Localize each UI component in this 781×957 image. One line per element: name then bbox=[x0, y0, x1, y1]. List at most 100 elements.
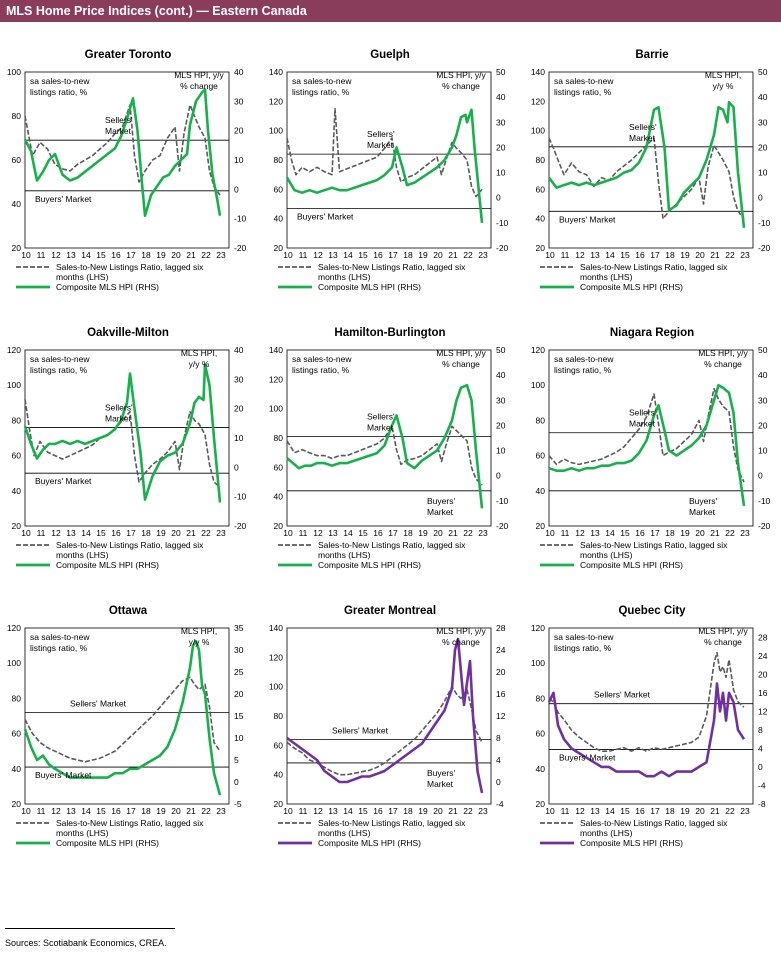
y-left-tick-label: 60 bbox=[274, 184, 284, 194]
y-right-tick-label: 28 bbox=[758, 632, 768, 642]
rhs-axis-note: y/y % bbox=[189, 637, 210, 647]
x-tick-label: 14 bbox=[343, 806, 353, 816]
sellers-market-label: Market bbox=[105, 126, 132, 136]
y-right-tick-label: 30 bbox=[234, 645, 244, 655]
sellers-market-label: Market bbox=[629, 133, 656, 143]
y-right-tick-label: 30 bbox=[234, 96, 244, 106]
x-tick-label: 22 bbox=[463, 528, 473, 538]
x-tick-label: 23 bbox=[740, 806, 750, 816]
chart-panel: Hamilton-Burlington 20 40 60 80 100 120 140 -20-… bbox=[262, 318, 518, 618]
series-line-hpi bbox=[548, 383, 746, 507]
chart-panel: Greater Toronto 20 40 60 80 100 -20 -10 0 10 20 30 4… bbox=[0, 40, 256, 340]
y-right-tick-label: 30 bbox=[758, 117, 768, 127]
sellers-market-label: Sellers' bbox=[367, 412, 395, 422]
y-left-tick-label: 40 bbox=[12, 764, 22, 774]
series-line-hpi bbox=[23, 639, 222, 796]
y-right-tick-label: 20 bbox=[234, 404, 244, 414]
y-right-tick-label: 16 bbox=[758, 688, 768, 698]
page-title: MLS Home Price Indices (cont.) — Eastern… bbox=[6, 4, 307, 18]
x-tick-label: 19 bbox=[418, 528, 428, 538]
x-tick-label: 16 bbox=[373, 250, 383, 260]
x-tick-label: 10 bbox=[545, 528, 555, 538]
x-tick-label: 11 bbox=[299, 528, 308, 538]
y-right-tick-label: -20 bbox=[758, 521, 771, 531]
y-right-tick-label: 4 bbox=[496, 755, 501, 765]
x-tick-label: 23 bbox=[740, 528, 750, 538]
y-left-tick-label: 60 bbox=[536, 451, 546, 461]
y-right-tick-label: 0 bbox=[758, 762, 763, 772]
y-right-tick-label: 30 bbox=[758, 395, 768, 405]
legend-label-sales-ratio-cont: months (LHS) bbox=[56, 550, 109, 560]
series-line-hpi bbox=[285, 108, 484, 224]
x-tick-label: 22 bbox=[201, 250, 211, 260]
x-tick-label: 12 bbox=[575, 806, 585, 816]
y-right-tick-label: 20 bbox=[496, 667, 506, 677]
chart-title: Guelph bbox=[370, 49, 410, 61]
y-right-tick-label: -10 bbox=[758, 496, 771, 506]
y-left-tick-label: 100 bbox=[269, 404, 283, 414]
x-tick-label: 12 bbox=[313, 528, 323, 538]
sellers-market-label: Market bbox=[105, 413, 132, 423]
x-tick-label: 21 bbox=[710, 250, 720, 260]
x-tick-label: 21 bbox=[186, 528, 196, 538]
sellers-market-label: Market bbox=[629, 419, 656, 429]
y-left-tick-label: 80 bbox=[274, 433, 284, 443]
x-tick-label: 15 bbox=[96, 528, 106, 538]
y-left-tick-label: 20 bbox=[536, 799, 546, 809]
buyers-market-label: Buyers' bbox=[689, 496, 717, 506]
y-left-tick-label: 80 bbox=[12, 415, 22, 425]
x-tick-label: 21 bbox=[448, 528, 458, 538]
x-tick-label: 12 bbox=[51, 250, 61, 260]
x-tick-label: 17 bbox=[126, 806, 136, 816]
x-tick-label: 18 bbox=[141, 806, 151, 816]
series-line-sales-ratio bbox=[548, 651, 745, 752]
x-tick-label: 15 bbox=[620, 250, 630, 260]
y-right-tick-label: 40 bbox=[758, 370, 768, 380]
x-tick-label: 17 bbox=[126, 528, 136, 538]
x-tick-label: 19 bbox=[418, 806, 428, 816]
y-left-tick-label: 80 bbox=[274, 711, 284, 721]
y-left-tick-label: 140 bbox=[269, 67, 283, 77]
y-right-tick-label: 10 bbox=[758, 446, 768, 456]
lhs-axis-note: listings ratio, % bbox=[30, 365, 88, 375]
x-tick-label: 23 bbox=[216, 250, 226, 260]
legend-label-hpi: Composite MLS HPI (RHS) bbox=[56, 560, 159, 570]
y-right-tick-label: 30 bbox=[234, 374, 244, 384]
y-left-tick-label: 40 bbox=[536, 214, 546, 224]
sellers-market-label: Market bbox=[367, 423, 394, 433]
x-tick-label: 22 bbox=[201, 528, 211, 538]
y-right-tick-label: 10 bbox=[234, 155, 244, 165]
legend-label-sales-ratio-cont: months (LHS) bbox=[318, 828, 371, 838]
y-right-tick-label: 4 bbox=[758, 743, 763, 753]
y-left-tick-label: 40 bbox=[12, 199, 22, 209]
lhs-axis-note: sa sales-to-new bbox=[554, 632, 614, 642]
x-tick-label: 18 bbox=[403, 250, 413, 260]
lhs-axis-note: sa sales-to-new bbox=[30, 76, 90, 86]
x-tick-label: 14 bbox=[343, 250, 353, 260]
y-right-tick-label: 20 bbox=[758, 420, 768, 430]
legend-label-hpi: Composite MLS HPI (RHS) bbox=[318, 282, 421, 292]
plot-frame bbox=[286, 71, 492, 249]
x-tick-label: 20 bbox=[433, 806, 443, 816]
x-tick-label: 23 bbox=[478, 806, 488, 816]
y-right-tick-label: 0 bbox=[496, 777, 501, 787]
buyers-market-label: Buyers' Market bbox=[559, 752, 616, 762]
y-left-tick-label: 40 bbox=[536, 764, 546, 774]
lhs-axis-note: listings ratio, % bbox=[292, 87, 350, 97]
x-tick-label: 14 bbox=[81, 250, 91, 260]
y-right-tick-label: 20 bbox=[758, 142, 768, 152]
series-line-sales-ratio bbox=[286, 425, 483, 486]
y-left-tick-label: 80 bbox=[12, 111, 22, 121]
chart-title: Oakville-Milton bbox=[87, 327, 169, 339]
x-tick-label: 10 bbox=[283, 250, 293, 260]
y-right-tick-label: 24 bbox=[496, 645, 506, 655]
x-tick-label: 23 bbox=[478, 528, 488, 538]
rhs-axis-note: MLS HPI, bbox=[181, 626, 217, 636]
legend-label-hpi: Composite MLS HPI (RHS) bbox=[580, 560, 683, 570]
chart-title: Ottawa bbox=[109, 605, 148, 617]
legend-label-hpi: Composite MLS HPI (RHS) bbox=[318, 838, 421, 848]
x-tick-label: 18 bbox=[141, 528, 151, 538]
y-left-tick-label: 100 bbox=[7, 67, 21, 77]
x-tick-label: 13 bbox=[590, 806, 600, 816]
x-tick-label: 10 bbox=[21, 806, 31, 816]
